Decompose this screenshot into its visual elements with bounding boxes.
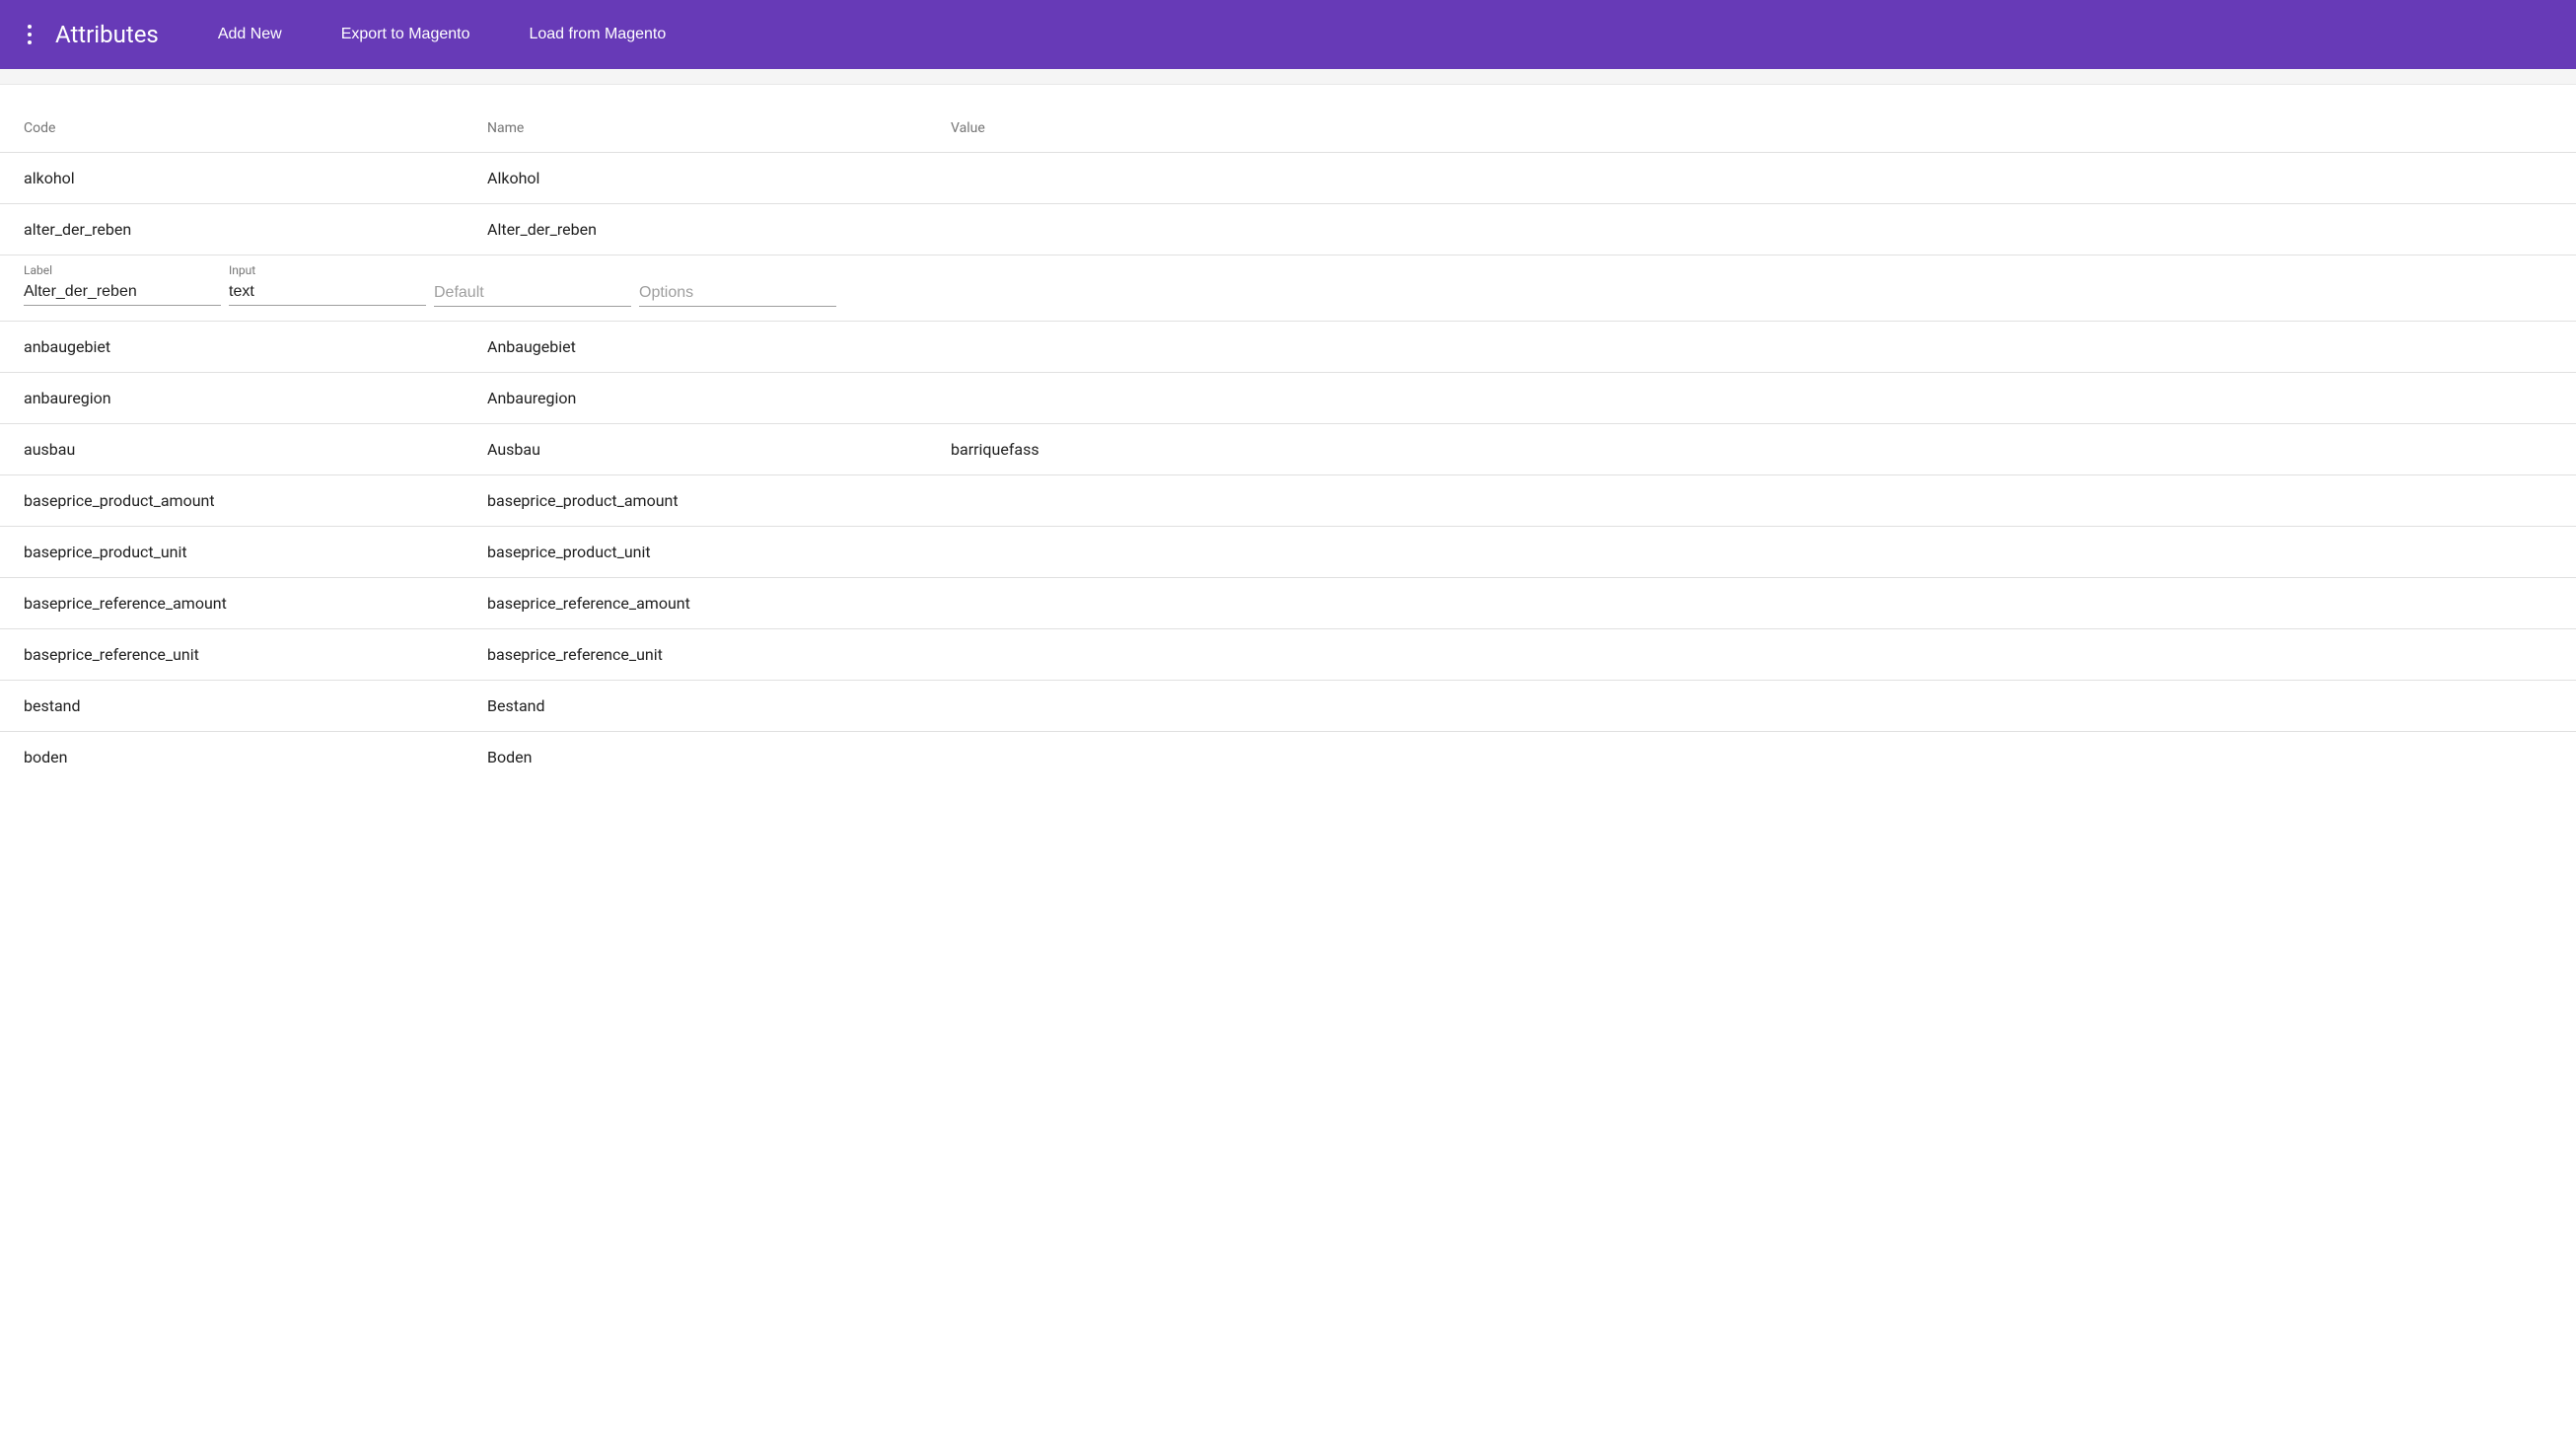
cell-name: baseprice_reference_unit [487, 645, 951, 664]
cell-name: Anbauregion [487, 389, 951, 407]
options-input[interactable] [639, 280, 836, 307]
input-caption: Input [229, 263, 426, 277]
cell-code: baseprice_reference_unit [24, 645, 487, 664]
cell-code: baseprice_reference_amount [24, 594, 487, 613]
cell-name: Bestand [487, 696, 951, 715]
toolbar: Attributes Add New Export to Magento Loa… [0, 0, 2576, 69]
table-row[interactable]: anbauregion Anbauregion [0, 373, 2576, 424]
default-field-group [434, 263, 631, 307]
expanded-editor: Label Input [0, 255, 2576, 322]
cell-value [951, 169, 2552, 187]
table-row[interactable]: baseprice_reference_amount baseprice_ref… [0, 578, 2576, 629]
cell-value: barriquefass [951, 440, 2552, 459]
export-button[interactable]: Export to Magento [322, 16, 490, 53]
options-field-group [639, 263, 836, 307]
cell-name: Boden [487, 748, 951, 766]
table-row[interactable]: bestand Bestand [0, 681, 2576, 732]
cell-value [951, 337, 2552, 356]
cell-code: baseprice_product_unit [24, 543, 487, 561]
label-field-group: Label [24, 263, 221, 307]
table-row[interactable]: boden Boden [0, 732, 2576, 782]
label-input[interactable] [24, 279, 221, 306]
cell-name: Alter_der_reben [487, 220, 951, 239]
cell-name: baseprice_product_amount [487, 491, 951, 510]
cell-value [951, 748, 2552, 766]
cell-value [951, 696, 2552, 715]
cell-value [951, 491, 2552, 510]
cell-value [951, 389, 2552, 407]
cell-value [951, 594, 2552, 613]
table-row[interactable]: alkohol Alkohol [0, 153, 2576, 204]
more-vert-icon[interactable] [24, 17, 36, 52]
input-field-group: Input [229, 263, 426, 307]
cell-code: boden [24, 748, 487, 766]
header-value: Value [951, 120, 2552, 136]
cell-code: baseprice_product_amount [24, 491, 487, 510]
cell-value [951, 645, 2552, 664]
cell-name: Anbaugebiet [487, 337, 951, 356]
cell-name: Alkohol [487, 169, 951, 187]
input-type-input[interactable] [229, 279, 426, 306]
table-row[interactable]: baseprice_product_amount baseprice_produ… [0, 475, 2576, 527]
cell-code: alkohol [24, 169, 487, 187]
table-header: Code Name Value [0, 105, 2576, 153]
page-title: Attributes [55, 21, 159, 48]
cell-code: anbaugebiet [24, 337, 487, 356]
add-new-button[interactable]: Add New [198, 16, 302, 53]
cell-code: alter_der_reben [24, 220, 487, 239]
table-row[interactable]: anbaugebiet Anbaugebiet [0, 322, 2576, 373]
table-row[interactable]: baseprice_product_unit baseprice_product… [0, 527, 2576, 578]
cell-code: ausbau [24, 440, 487, 459]
table-row[interactable]: baseprice_reference_unit baseprice_refer… [0, 629, 2576, 681]
load-button[interactable]: Load from Magento [509, 16, 685, 53]
default-input[interactable] [434, 280, 631, 307]
cell-value [951, 543, 2552, 561]
cell-code: anbauregion [24, 389, 487, 407]
cell-name: baseprice_reference_amount [487, 594, 951, 613]
label-caption: Label [24, 263, 221, 277]
table-row[interactable]: ausbau Ausbau barriquefass [0, 424, 2576, 475]
cell-value [951, 220, 2552, 239]
spacer [0, 69, 2576, 85]
cell-name: baseprice_product_unit [487, 543, 951, 561]
header-code: Code [24, 120, 487, 136]
content: Code Name Value alkohol Alkohol alter_de… [0, 85, 2576, 782]
cell-code: bestand [24, 696, 487, 715]
table-row[interactable]: alter_der_reben Alter_der_reben [0, 204, 2576, 255]
header-name: Name [487, 120, 951, 136]
cell-name: Ausbau [487, 440, 951, 459]
